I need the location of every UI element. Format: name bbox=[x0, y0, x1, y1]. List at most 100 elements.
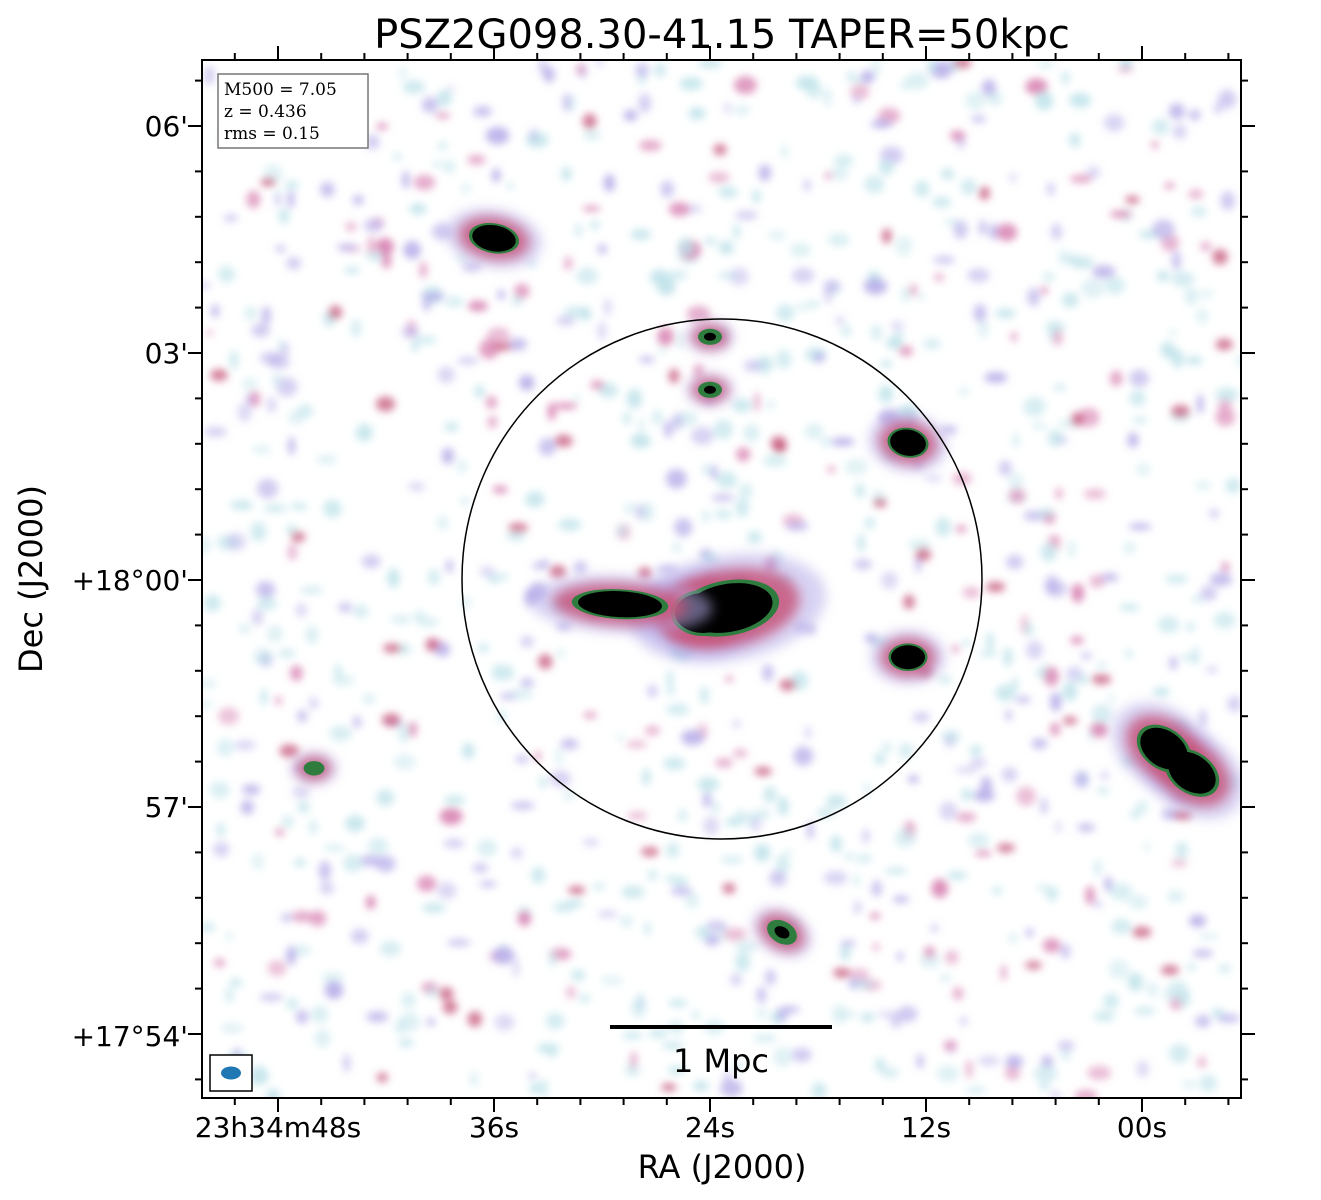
noise-blob bbox=[955, 525, 967, 533]
noise-blob bbox=[345, 815, 365, 832]
noise-blob bbox=[229, 978, 243, 987]
noise-peak bbox=[953, 60, 972, 69]
source-contour bbox=[891, 645, 925, 670]
noise-blob bbox=[583, 711, 597, 719]
noise-blob bbox=[540, 1078, 548, 1098]
noise-blob bbox=[1109, 370, 1123, 387]
noise-blob bbox=[432, 160, 443, 169]
noise-blob bbox=[324, 980, 344, 1000]
noise-blob bbox=[336, 243, 357, 252]
noise-blob bbox=[255, 581, 276, 598]
noise-blob bbox=[1191, 596, 1203, 603]
noise-peak bbox=[637, 567, 652, 580]
noise-blob bbox=[702, 792, 712, 808]
r500-circle bbox=[461, 318, 983, 840]
noise-blob bbox=[561, 166, 572, 182]
noise-blob bbox=[641, 502, 654, 522]
noise-blob bbox=[807, 820, 814, 840]
noise-blob bbox=[226, 932, 233, 941]
noise-blob bbox=[756, 355, 773, 374]
noise-blob bbox=[375, 237, 394, 256]
noise-blob bbox=[1171, 250, 1181, 271]
noise-blob bbox=[843, 853, 855, 860]
noise-blob bbox=[775, 854, 790, 874]
noise-blob bbox=[977, 1055, 1000, 1067]
noise-blob bbox=[848, 968, 870, 981]
noise-blob bbox=[338, 602, 353, 613]
noise-blob bbox=[1058, 248, 1067, 266]
noise-blob bbox=[1185, 356, 1203, 365]
noise-blob bbox=[413, 174, 436, 191]
noise-blob bbox=[995, 684, 1015, 702]
noise-blob bbox=[1165, 574, 1189, 584]
noise-blob bbox=[622, 411, 632, 425]
noise-blob bbox=[616, 525, 627, 537]
noise-blob bbox=[692, 1010, 700, 1020]
noise-blob bbox=[1096, 787, 1110, 795]
noise-blob bbox=[1206, 666, 1218, 674]
noise-blob bbox=[286, 257, 302, 270]
noise-blob bbox=[1003, 647, 1013, 667]
noise-blob bbox=[944, 218, 960, 226]
noise-blob bbox=[578, 993, 591, 1004]
noise-blob bbox=[288, 411, 304, 425]
noise-blob bbox=[619, 916, 634, 927]
north-pair-lower bbox=[686, 373, 734, 406]
noise-blob bbox=[1005, 709, 1012, 722]
noise-blob bbox=[666, 670, 674, 690]
noise-blob bbox=[525, 491, 545, 508]
noise-blob bbox=[319, 881, 334, 895]
noise-blob bbox=[1040, 797, 1048, 815]
noise-blob bbox=[1050, 223, 1062, 241]
noise-blob bbox=[827, 466, 835, 473]
noise-blob bbox=[1117, 65, 1134, 73]
noise-blob bbox=[263, 504, 288, 513]
noise-peak bbox=[328, 305, 343, 320]
noise-blob bbox=[554, 402, 578, 410]
noise-blob bbox=[275, 828, 285, 837]
noise-blob bbox=[280, 912, 294, 923]
noise-blob bbox=[492, 663, 504, 682]
noise-blob bbox=[965, 91, 986, 110]
noise-blob bbox=[647, 684, 658, 698]
noise-blob bbox=[1010, 331, 1017, 342]
noise-blob bbox=[1073, 771, 1089, 788]
info-box: M500 = 7.05 z = 0.436 rms = 0.15 bbox=[217, 73, 369, 149]
noise-blob bbox=[1170, 859, 1188, 868]
noise-blob bbox=[732, 719, 741, 729]
noise-blob bbox=[860, 70, 875, 84]
noise-blob bbox=[281, 816, 295, 828]
noise-blob bbox=[266, 625, 283, 643]
noise-blob bbox=[853, 95, 860, 104]
noise-peak bbox=[582, 113, 597, 130]
noise-blob bbox=[1087, 1065, 1112, 1081]
noise-blob bbox=[421, 96, 439, 113]
scale-bar-label: 1 Mpc bbox=[673, 1042, 769, 1080]
noise-blob bbox=[300, 586, 324, 595]
noise-blob bbox=[238, 624, 251, 634]
noise-blob bbox=[827, 233, 850, 247]
noise-blob bbox=[491, 168, 501, 183]
noise-blob bbox=[446, 939, 471, 946]
noise-blob bbox=[630, 1051, 638, 1069]
noise-blob bbox=[853, 981, 874, 989]
noise-blob bbox=[705, 920, 728, 932]
noise-blob bbox=[657, 347, 668, 354]
noise-blob bbox=[890, 321, 905, 331]
noise-blob bbox=[416, 875, 437, 892]
noise-blob bbox=[1132, 416, 1148, 425]
noise-blob bbox=[226, 532, 247, 551]
noise-blob bbox=[648, 869, 658, 881]
noise-blob bbox=[939, 801, 958, 821]
noise-blob bbox=[583, 129, 601, 141]
noise-blob bbox=[518, 374, 535, 391]
northeast-source bbox=[446, 208, 542, 268]
noise-blob bbox=[765, 400, 775, 410]
noise-blob bbox=[744, 359, 763, 372]
noise-blob bbox=[1055, 487, 1063, 500]
noise-blob bbox=[1023, 396, 1046, 417]
noise-blob bbox=[1167, 890, 1185, 903]
noise-peak bbox=[554, 434, 573, 448]
noise-blob bbox=[1000, 964, 1007, 981]
noise-blob bbox=[839, 944, 851, 961]
